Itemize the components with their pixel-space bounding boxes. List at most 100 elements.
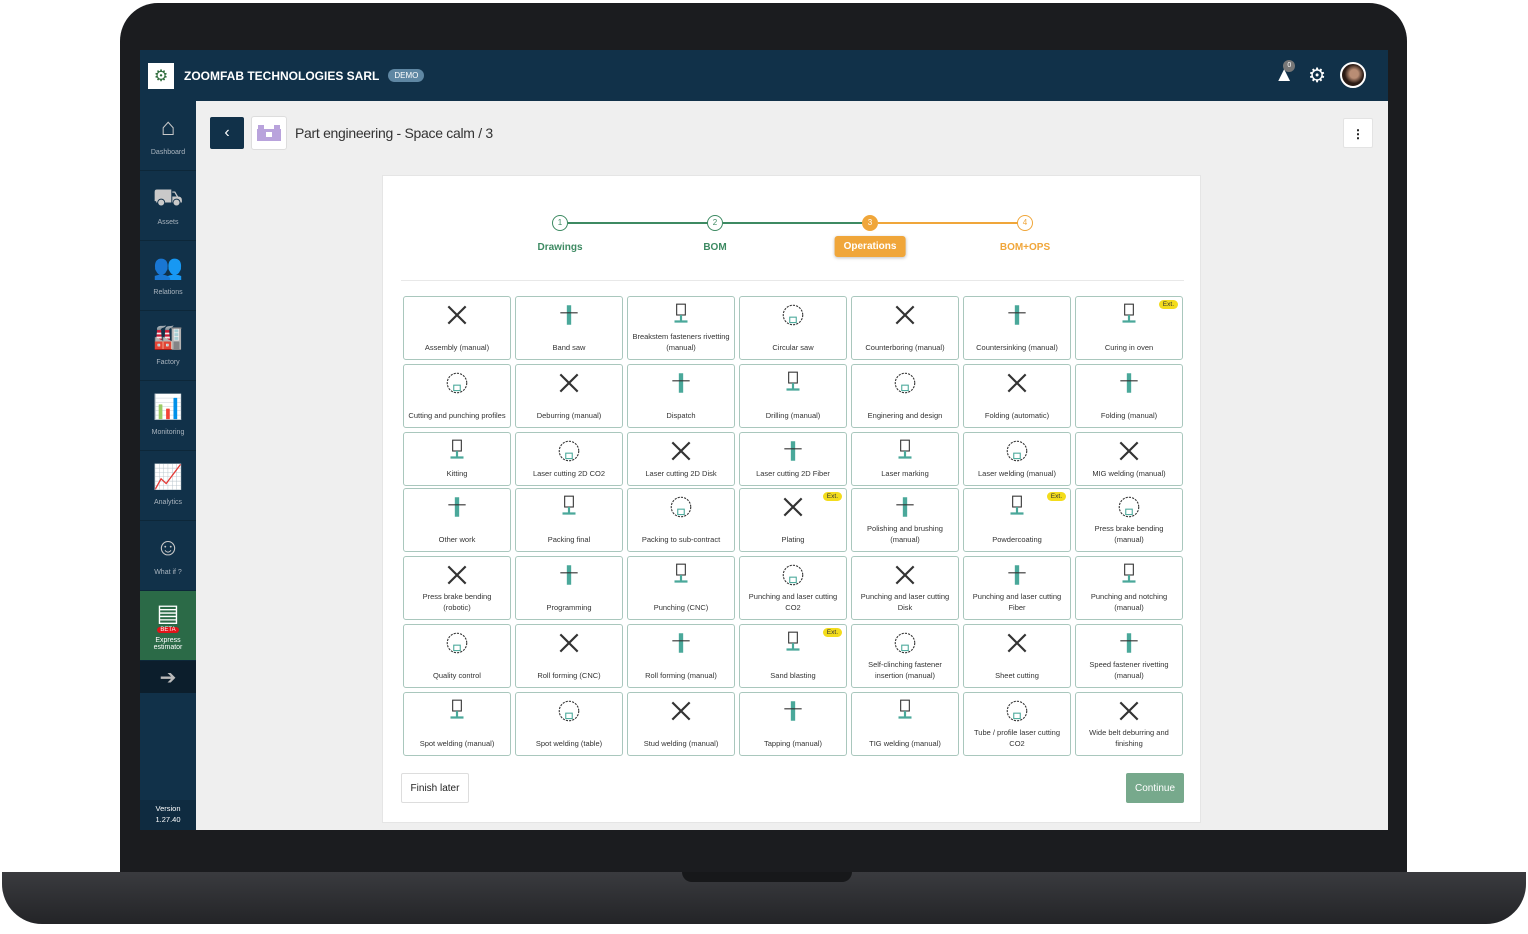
expand-sidebar-button[interactable]: ➔	[140, 661, 196, 693]
operation-icon	[1004, 698, 1030, 729]
operation-tile[interactable]: Polishing and brushing (manual)	[851, 488, 959, 552]
operation-tile[interactable]: Quality control	[403, 624, 511, 688]
operations-card: 1 Drawings 2 BOM 3 Operations 4 BOM+OPS Assembl…	[382, 175, 1201, 823]
operation-tile[interactable]: Self-clinching fastener insertion (manua…	[851, 624, 959, 688]
operation-tile[interactable]: Folding (automatic)	[963, 364, 1071, 428]
operation-tile[interactable]: Band saw	[515, 296, 623, 360]
step-2-label[interactable]: BOM	[703, 242, 727, 253]
operation-tile[interactable]: Deburring (manual)	[515, 364, 623, 428]
operation-icon	[444, 438, 470, 469]
operation-tile[interactable]: Punching and laser cutting Fiber	[963, 556, 1071, 620]
sidebar-item-assets[interactable]: ⛟ Assets	[140, 171, 196, 241]
operation-tile[interactable]: TIG welding (manual)	[851, 692, 959, 756]
operation-label: Punching and laser cutting Fiber	[972, 592, 1062, 612]
operation-tile[interactable]: Tube / profile laser cutting CO2	[963, 692, 1071, 756]
operation-tile[interactable]: Laser cutting 2D Fiber	[739, 432, 847, 486]
operation-tile[interactable]: Punching and laser cutting CO2	[739, 556, 847, 620]
step-1-indicator[interactable]: 1	[552, 215, 568, 231]
operation-tile[interactable]: Other work	[403, 488, 511, 552]
operation-icon	[1116, 370, 1142, 401]
operation-tile[interactable]: Curing in oven Ext.	[1075, 296, 1183, 360]
operation-tile[interactable]: Packing final	[515, 488, 623, 552]
operation-tile[interactable]: Breakstem fasteners rivetting (manual)	[627, 296, 735, 360]
operation-tile[interactable]: Packing to sub-contract	[627, 488, 735, 552]
operation-tile[interactable]: Plating Ext.	[739, 488, 847, 552]
operation-tile[interactable]: Folding (manual)	[1075, 364, 1183, 428]
operation-tile[interactable]: Laser cutting 2D Disk	[627, 432, 735, 486]
operation-tile[interactable]: Drilling (manual)	[739, 364, 847, 428]
operation-tile[interactable]: Punching and laser cutting Disk	[851, 556, 959, 620]
operation-icon	[1116, 494, 1142, 525]
operation-tile[interactable]: Assembly (manual)	[403, 296, 511, 360]
more-options-button[interactable]: ⋮	[1343, 118, 1373, 148]
operation-tile[interactable]: Circular saw	[739, 296, 847, 360]
operation-tile[interactable]: Roll forming (CNC)	[515, 624, 623, 688]
sidebar-item-monitoring[interactable]: 📊 Monitoring	[140, 381, 196, 451]
operation-tile[interactable]: Counterboring (manual)	[851, 296, 959, 360]
operation-tile[interactable]: Spot welding (manual)	[403, 692, 511, 756]
alert-icon[interactable]: ▲ 0	[1274, 59, 1296, 86]
step-4-label[interactable]: BOM+OPS	[999, 242, 1051, 253]
operation-tile[interactable]: Punching (CNC)	[627, 556, 735, 620]
operation-label: Folding (automatic)	[984, 411, 1050, 420]
operation-tile[interactable]: Press brake bending (manual)	[1075, 488, 1183, 552]
operation-tile[interactable]: Spot welding (table)	[515, 692, 623, 756]
operation-icon	[668, 370, 694, 401]
version-label: Version	[155, 804, 181, 813]
operation-label: Breakstem fasteners rivetting (manual)	[632, 332, 730, 352]
operation-tile[interactable]: Sand blasting Ext.	[739, 624, 847, 688]
assets-icon: ⛟	[152, 184, 184, 211]
analytics-icon: 📈	[153, 464, 183, 491]
step-4-indicator[interactable]: 4	[1017, 215, 1033, 231]
operation-icon	[556, 302, 582, 333]
operation-tile[interactable]: Laser welding (manual)	[963, 432, 1071, 486]
operation-tile[interactable]: MIG welding (manual)	[1075, 432, 1183, 486]
company-logo[interactable]: ⚙	[148, 62, 174, 89]
avatar[interactable]	[1340, 62, 1366, 88]
operation-icon	[444, 302, 470, 333]
operation-tile[interactable]: Speed fastener rivetting (manual)	[1075, 624, 1183, 688]
operation-icon	[1004, 302, 1030, 333]
operation-tile[interactable]: Press brake bending (robotic)	[403, 556, 511, 620]
operation-icon	[780, 494, 806, 525]
sidebar-item-factory[interactable]: 🏭 Factory	[140, 311, 196, 381]
step-1-label[interactable]: Drawings	[537, 242, 583, 253]
gear-icon[interactable]: ⚙	[1308, 64, 1326, 87]
operation-tile[interactable]: Powdercoating Ext.	[963, 488, 1071, 552]
back-button[interactable]: ‹	[210, 117, 244, 149]
operation-tile[interactable]: Sheet cutting	[963, 624, 1071, 688]
operation-tile[interactable]: Programming	[515, 556, 623, 620]
finish-later-button[interactable]: Finish later	[401, 773, 469, 803]
operation-tile[interactable]: Stud welding (manual)	[627, 692, 735, 756]
operation-icon	[556, 438, 582, 469]
operation-label: TIG welding (manual)	[869, 739, 941, 748]
operation-tile[interactable]: Cutting and punching profiles	[403, 364, 511, 428]
sidebar-item-relations[interactable]: 👥 Relations	[140, 241, 196, 311]
sidebar-item-express-estimator[interactable]: ▤ BETA Express estimator	[140, 591, 196, 661]
step-3-indicator[interactable]: 3	[862, 215, 878, 231]
company-name: ZOOMFAB TECHNOLOGIES SARL	[184, 68, 380, 83]
operation-tile[interactable]: Wide belt deburring and finishing	[1075, 692, 1183, 756]
version-number: 1.27.40	[155, 815, 181, 824]
operation-tile[interactable]: Roll forming (manual)	[627, 624, 735, 688]
operation-tile[interactable]: Laser marking	[851, 432, 959, 486]
operation-label: Laser welding (manual)	[978, 469, 1056, 478]
operation-tile[interactable]: Kitting	[403, 432, 511, 486]
operation-tile[interactable]: Countersinking (manual)	[963, 296, 1071, 360]
operation-label: Deburring (manual)	[536, 411, 602, 420]
operation-tile[interactable]: Enginering and design	[851, 364, 959, 428]
sidebar-item-dashboard[interactable]: ⌂ Dashboard	[140, 101, 196, 171]
sidebar-item-label: Express estimator	[153, 636, 183, 651]
operation-tile[interactable]: Tapping (manual)	[739, 692, 847, 756]
sidebar-item-what-if[interactable]: ☺ What if ?	[140, 521, 196, 591]
operation-label: Powdercoating	[992, 535, 1042, 544]
operation-icon	[668, 698, 694, 729]
operation-tile[interactable]: Dispatch	[627, 364, 735, 428]
step-3-label[interactable]: Operations	[834, 236, 906, 257]
operation-label: Polishing and brushing (manual)	[867, 524, 943, 544]
continue-button[interactable]: Continue	[1126, 773, 1184, 803]
step-2-indicator[interactable]: 2	[707, 215, 723, 231]
operation-tile[interactable]: Laser cutting 2D CO2	[515, 432, 623, 486]
operation-tile[interactable]: Punching and notching (manual)	[1075, 556, 1183, 620]
sidebar-item-analytics[interactable]: 📈 Analytics	[140, 451, 196, 521]
